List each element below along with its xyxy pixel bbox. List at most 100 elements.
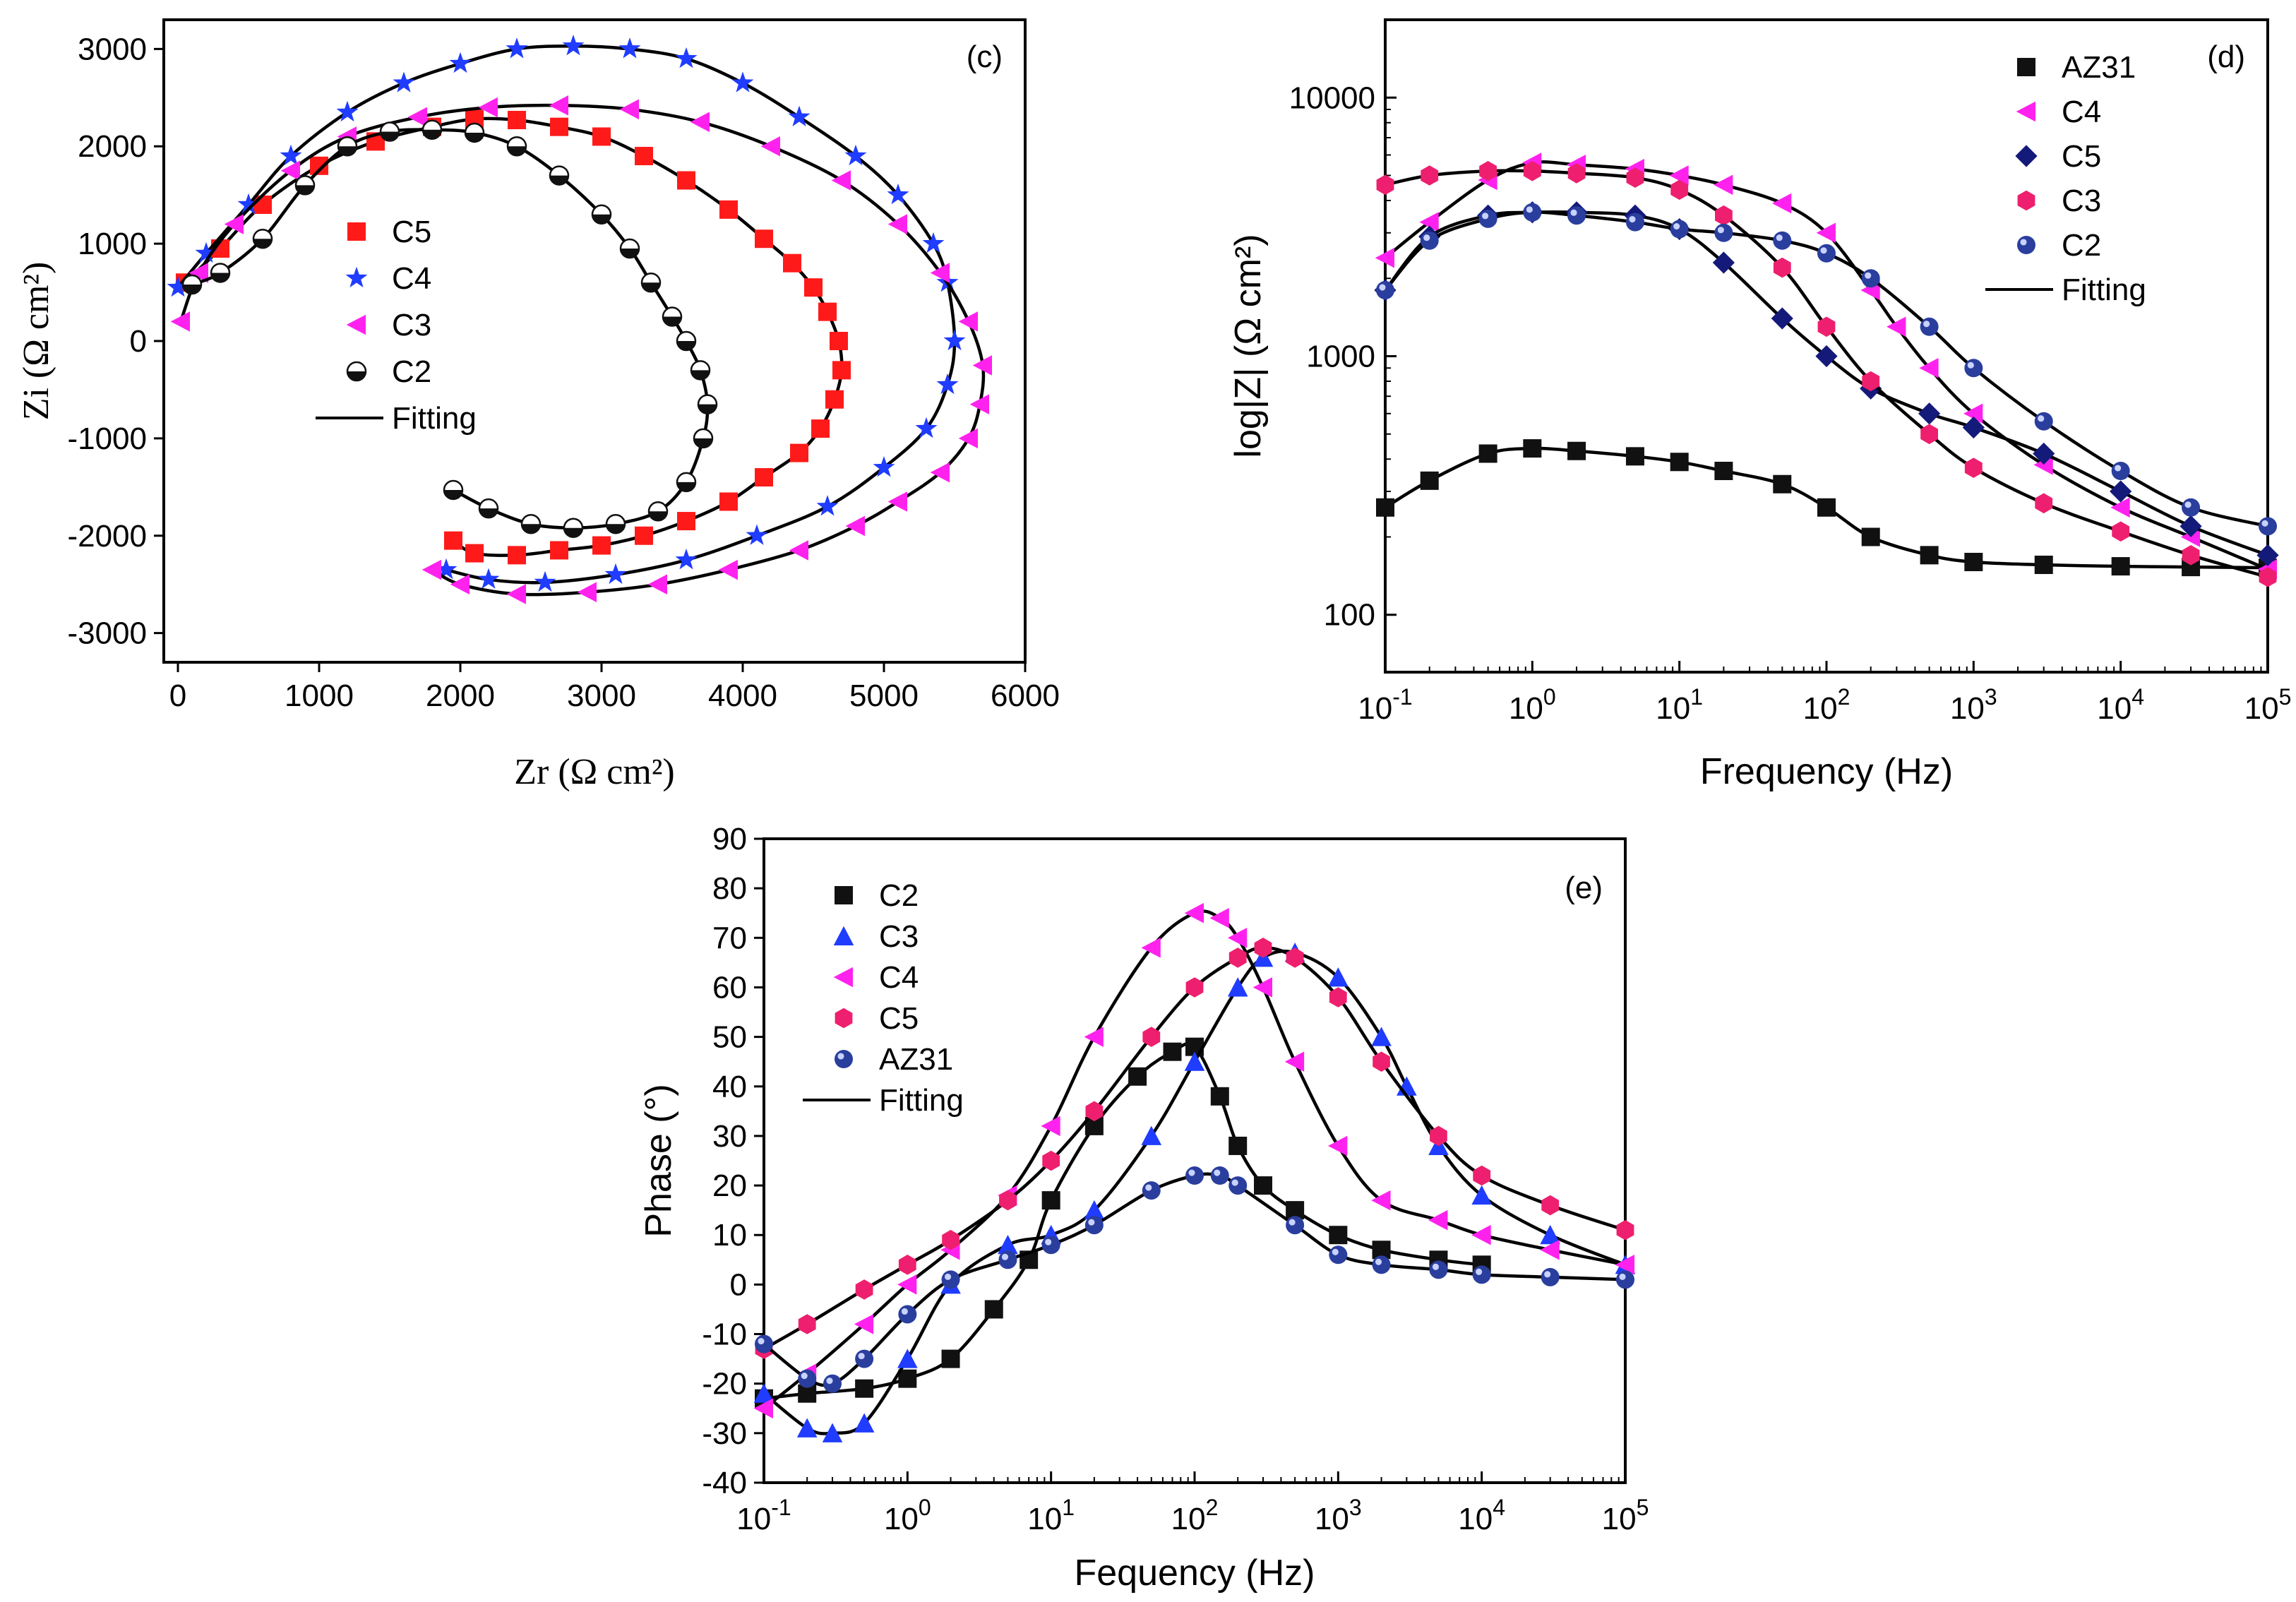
data-point-az31 xyxy=(941,1270,960,1289)
data-point-c5 xyxy=(1254,938,1272,958)
data-point-c2 xyxy=(379,121,400,142)
data-point-c4 xyxy=(1816,222,1836,244)
legend: AZ31 C4 C5 C3 C2 Fitting xyxy=(1985,50,2146,307)
legend-marker-c3 xyxy=(2017,190,2035,211)
series-c3 xyxy=(1376,161,2277,587)
data-point-c4 xyxy=(562,35,585,56)
data-point-c2 xyxy=(2111,462,2130,481)
data-point-c3 xyxy=(1817,316,1836,337)
data-point-c4 xyxy=(1284,1051,1305,1072)
data-point-c5 xyxy=(1142,1027,1161,1047)
legend: C5 C4 C3 C2 Fitting xyxy=(316,215,477,436)
x-tick-label: 105 xyxy=(1602,1495,1649,1536)
legend-label-c2: C2 xyxy=(2062,228,2101,263)
data-point-c5 xyxy=(755,468,773,487)
data-point-az31 xyxy=(1210,1166,1229,1185)
data-point-c2 xyxy=(984,1300,1003,1319)
data-point-c3 xyxy=(407,107,427,128)
data-point-c4 xyxy=(887,183,909,205)
x-tick-label: 104 xyxy=(1458,1495,1505,1536)
data-point-c5 xyxy=(677,512,695,531)
data-point-c2 xyxy=(1228,1136,1248,1155)
y-tick-label: 100 xyxy=(1324,598,1375,633)
data-point-c2 xyxy=(478,498,499,519)
data-point-c4 xyxy=(1141,938,1161,958)
data-point-c3 xyxy=(647,574,667,594)
data-point-c2 xyxy=(549,165,570,186)
legend-marker-az31 xyxy=(835,1050,853,1068)
data-point-c2 xyxy=(1478,209,1497,228)
series-c2 xyxy=(1376,203,2277,536)
data-point-c3 xyxy=(421,559,441,580)
data-point-c5 xyxy=(942,1229,959,1250)
data-point-c4 xyxy=(1084,1027,1104,1047)
series-c5 xyxy=(176,109,851,565)
data-point-c2 xyxy=(1817,244,1836,263)
legend-label-c4: C4 xyxy=(2062,95,2101,129)
data-point-c2 xyxy=(1254,1176,1273,1195)
data-point-c5 xyxy=(855,1279,873,1300)
fitting-line-c3 xyxy=(179,103,986,597)
fitting-line-c2 xyxy=(763,1042,1482,1400)
data-point-c2 xyxy=(520,513,542,534)
data-point-c5 xyxy=(1185,977,1204,998)
data-point-c5 xyxy=(2180,515,2202,537)
data-point-c3 xyxy=(1920,424,1938,445)
data-point-c4 xyxy=(1328,1135,1348,1156)
data-point-c3 xyxy=(450,574,470,594)
legend-marker-c2 xyxy=(2017,236,2035,254)
data-point-az31 xyxy=(1420,471,1439,490)
data-point-c4 xyxy=(753,1398,773,1419)
data-point-c3 xyxy=(958,311,978,332)
data-point-c2 xyxy=(1714,223,1733,242)
data-point-c3 xyxy=(1141,1125,1162,1145)
data-point-c5 xyxy=(804,278,823,297)
y-tick-label: 50 xyxy=(712,1020,747,1055)
y-axis-label: Zi (Ω cm²) xyxy=(16,262,56,421)
data-point-c3 xyxy=(887,491,907,512)
data-point-az31 xyxy=(855,1349,874,1368)
data-point-c5 xyxy=(550,117,568,136)
data-point-c2 xyxy=(443,479,464,501)
data-point-c2 xyxy=(640,273,662,293)
data-point-c4 xyxy=(1375,247,1394,268)
legend-marker-c5 xyxy=(2015,145,2038,167)
series-c5 xyxy=(755,938,1634,1359)
data-point-c4 xyxy=(915,417,938,438)
data-point-c4 xyxy=(1227,928,1248,948)
fitting-line-c4 xyxy=(177,44,957,585)
data-point-c5 xyxy=(508,546,526,565)
data-point-c3 xyxy=(718,559,738,580)
data-point-c5 xyxy=(1771,307,1793,330)
data-point-c2 xyxy=(1567,206,1586,225)
data-point-c2 xyxy=(1964,359,1983,378)
data-point-c2 xyxy=(1128,1067,1147,1086)
data-point-c3 xyxy=(1964,458,1983,478)
data-point-c3 xyxy=(2182,545,2200,566)
legend-marker-c4 xyxy=(345,266,368,288)
data-point-c3 xyxy=(969,394,989,414)
data-point-c4 xyxy=(1615,1255,1634,1275)
legend-marker-c3 xyxy=(833,926,854,945)
x-tick-label: 101 xyxy=(1027,1495,1075,1536)
panel-c-nyquist-plot: 0 1000 2000 3000 4000 5000 6000 -3000 -2000 -1000… xyxy=(16,18,1060,792)
data-point-az31 xyxy=(898,1305,917,1324)
x-axis-label: Fequency (Hz) xyxy=(1075,1553,1315,1594)
data-point-c5 xyxy=(1085,1101,1104,1122)
data-point-c2 xyxy=(1210,1087,1229,1106)
data-point-c3 xyxy=(831,170,851,191)
y-tick-label: -20 xyxy=(702,1367,747,1401)
data-point-az31 xyxy=(1920,546,1939,565)
legend-label-fitting: Fitting xyxy=(879,1083,964,1118)
y-axis-label: log|Z| (Ω cm²) xyxy=(1228,234,1269,458)
legend-label-c2: C2 xyxy=(879,878,919,913)
x-tick-label: 4000 xyxy=(708,679,777,713)
panel-label: (e) xyxy=(1565,871,1603,905)
data-point-c3 xyxy=(1862,371,1880,392)
data-point-c5 xyxy=(898,1255,916,1275)
data-point-c3 xyxy=(506,584,526,604)
data-point-c5 xyxy=(465,544,484,563)
legend-marker-c5 xyxy=(347,222,366,241)
data-point-c3 xyxy=(760,136,780,157)
